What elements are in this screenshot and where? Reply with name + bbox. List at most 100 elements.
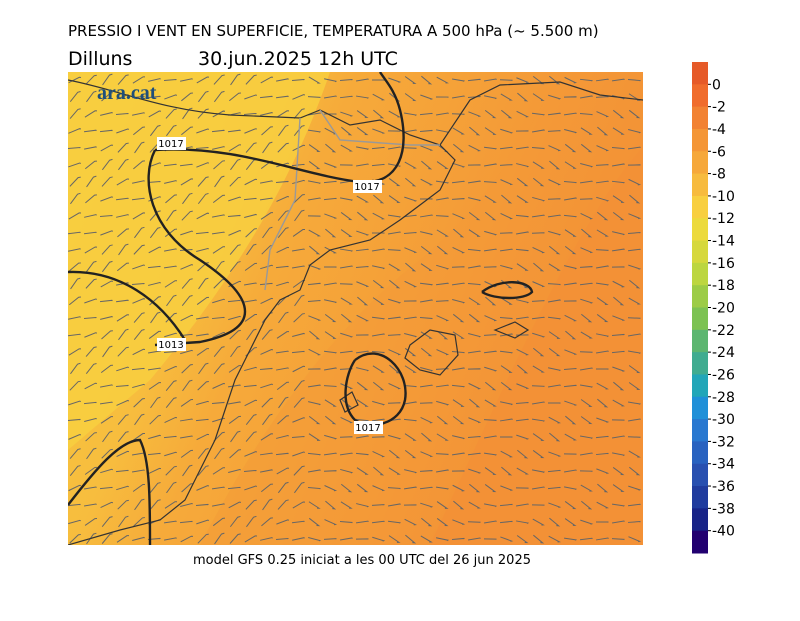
wind-barb [308, 229, 321, 237]
wind-barb [180, 535, 194, 543]
wind-barb [515, 316, 529, 320]
wind-barb [499, 436, 513, 438]
colorbar-label: -20 [712, 301, 735, 317]
wind-barb [612, 163, 625, 167]
wind-barb [389, 364, 401, 374]
wind-barb [341, 126, 353, 136]
wind-barb [532, 469, 546, 474]
wind-barb [339, 78, 353, 81]
wind-barb [467, 436, 481, 438]
wind-barb [531, 418, 545, 422]
wind-barb [468, 313, 481, 323]
wind-barb [564, 486, 578, 491]
wind-barb [627, 164, 641, 166]
wind-barb [163, 78, 177, 82]
wind-barb [260, 433, 274, 441]
wind-barb [293, 125, 305, 137]
wind-barb [307, 197, 321, 201]
wind-barb [197, 380, 209, 391]
wind-barb [388, 298, 402, 304]
wind-barb [421, 160, 433, 170]
wind-barb [387, 249, 401, 252]
wind-barb [404, 433, 417, 441]
wind-barb [211, 231, 225, 235]
wind-barb [483, 538, 497, 540]
wind-barb [499, 164, 513, 166]
wind-barb [500, 485, 514, 491]
wind-barb [179, 163, 193, 167]
wind-barb [627, 248, 641, 252]
wind-barb [324, 399, 337, 407]
wind-barb [70, 192, 81, 205]
wind-barb [339, 521, 353, 524]
wind-barb [308, 469, 321, 473]
wind-barb [323, 266, 337, 268]
wind-barb [339, 436, 353, 438]
wind-barb [100, 416, 113, 424]
wind-barb [404, 196, 418, 202]
wind-barb [180, 78, 193, 82]
wind-barb [227, 129, 241, 133]
wind-barb [182, 464, 193, 477]
wind-barb [165, 124, 177, 137]
wind-barb [612, 366, 626, 372]
wind-barb [436, 433, 449, 441]
wind-barb [580, 212, 594, 220]
wind-barb [499, 503, 513, 507]
wind-barb [291, 248, 305, 252]
wind-barb [581, 313, 593, 323]
wind-barb [340, 144, 353, 152]
wind-barb [181, 126, 193, 136]
wind-barb [468, 382, 482, 390]
wind-barb [340, 265, 353, 269]
wind-barb [259, 282, 273, 286]
wind-barb [340, 212, 353, 221]
wind-barb [549, 432, 561, 442]
wind-barb [451, 266, 465, 268]
wind-barb [276, 110, 290, 118]
wind-barb [501, 466, 513, 476]
wind-barb [516, 177, 529, 187]
wind-barb [435, 282, 449, 286]
wind-barb [132, 432, 145, 441]
wind-barb [628, 450, 641, 458]
wind-barb [515, 334, 529, 336]
wind-barb [516, 163, 530, 168]
wind-barb [373, 109, 385, 119]
wind-barb [547, 384, 561, 388]
wind-barb [579, 112, 593, 116]
colorbar-label: -12 [712, 211, 735, 227]
wind-barb [531, 504, 545, 506]
wind-barb [612, 127, 625, 135]
wind-barb [340, 416, 354, 424]
wind-barb [244, 128, 258, 134]
wind-barb [389, 279, 401, 289]
wind-barb [612, 467, 625, 476]
wind-barb [467, 180, 481, 184]
wind-barb [212, 382, 226, 389]
wind-barb [180, 449, 193, 458]
wind-barb [116, 485, 129, 491]
wind-barb [133, 312, 145, 323]
wind-barb [356, 435, 369, 439]
wind-barb [196, 247, 209, 252]
wind-barb [579, 266, 593, 268]
wind-barb [131, 367, 145, 371]
wind-barb [515, 401, 529, 404]
wind-barb [595, 435, 609, 439]
wind-barb [262, 498, 273, 511]
wind-barb [214, 175, 225, 188]
wind-barb [134, 141, 145, 154]
wind-barb [435, 112, 449, 116]
colorbar-segment [692, 173, 708, 197]
wind-barb [532, 177, 545, 187]
wind-barb [468, 501, 481, 509]
wind-barb [276, 367, 289, 371]
wind-barb [133, 244, 145, 255]
wind-barb [403, 300, 417, 302]
wind-barb [100, 316, 113, 320]
wind-barb [228, 415, 241, 424]
wind-barb [196, 128, 210, 134]
wind-barb [165, 465, 177, 476]
wind-barb [275, 452, 289, 456]
